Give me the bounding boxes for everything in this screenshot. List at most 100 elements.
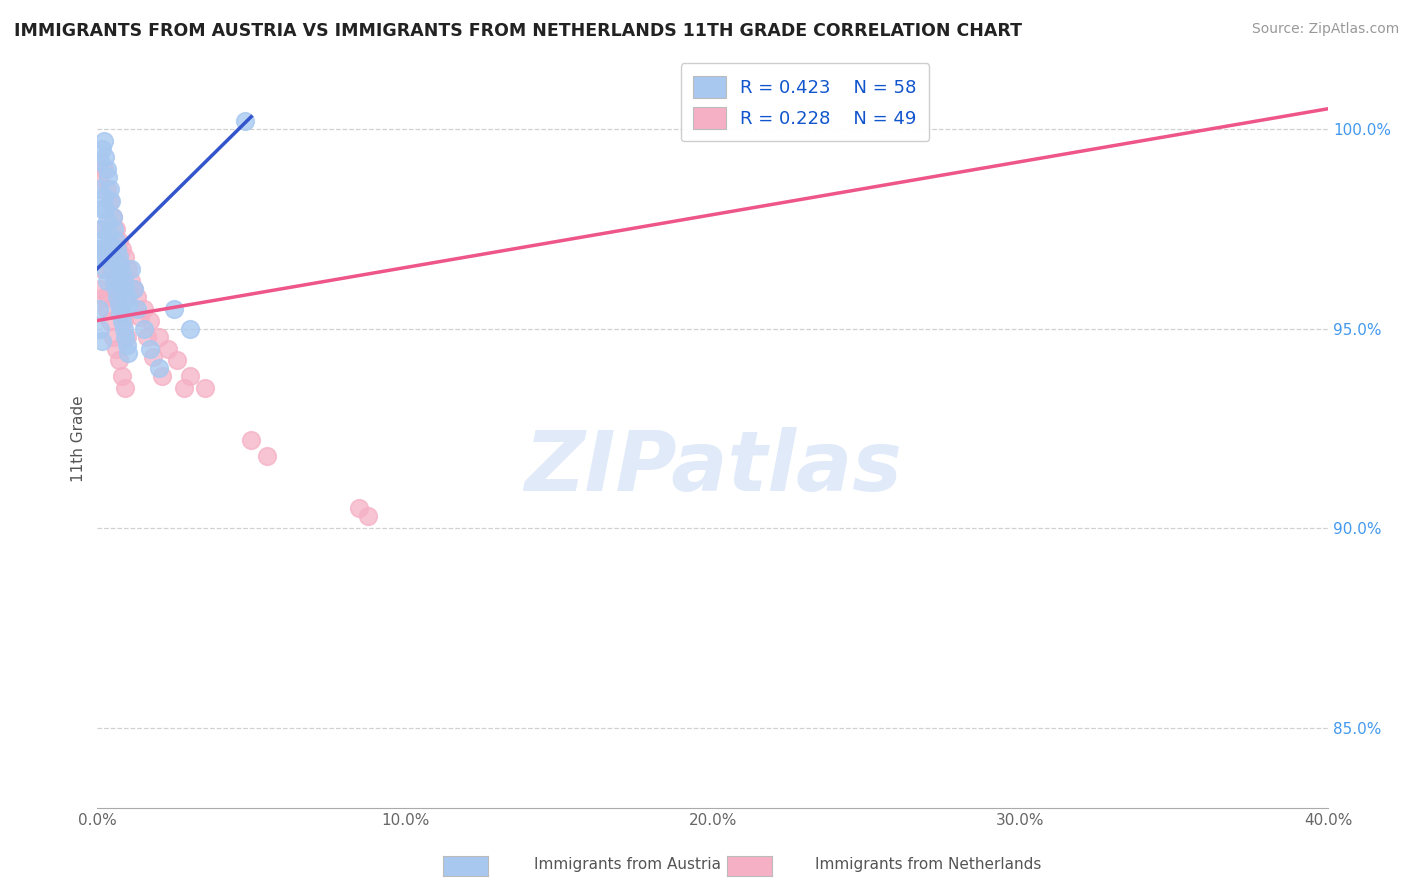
Point: [101, 210, 124, 224]
Text: Immigrants from Austria: Immigrants from Austria: [534, 857, 721, 872]
Point: [114, 250, 136, 264]
Point: [96, 274, 118, 288]
Point: [94, 242, 117, 256]
Point: [89, 221, 111, 235]
Point: [89, 282, 111, 296]
Point: [98, 181, 121, 195]
Point: [347, 501, 370, 516]
Point: [105, 242, 128, 256]
Text: IMMIGRANTS FROM AUSTRIA VS IMMIGRANTS FROM NETHERLANDS 11TH GRADE CORRELATION CH: IMMIGRANTS FROM AUSTRIA VS IMMIGRANTS FR…: [14, 22, 1022, 40]
Point: [93, 189, 115, 203]
Point: [240, 434, 263, 448]
Point: [101, 210, 124, 224]
Point: [120, 274, 142, 288]
Point: [89, 169, 111, 184]
Point: [96, 181, 118, 195]
Point: [256, 450, 278, 464]
Point: [111, 313, 134, 327]
Point: [91, 334, 114, 348]
Point: [127, 301, 149, 316]
Point: [101, 261, 124, 276]
Point: [132, 321, 155, 335]
Point: [91, 261, 114, 276]
Point: [104, 342, 127, 356]
Point: [108, 297, 131, 311]
Point: [114, 282, 136, 296]
Point: [110, 305, 132, 319]
Point: [91, 242, 114, 256]
Point: [94, 261, 117, 276]
Point: [114, 382, 136, 396]
Point: [97, 169, 120, 184]
Point: [120, 261, 142, 276]
Point: [110, 301, 132, 316]
Point: [98, 313, 121, 327]
Point: [104, 234, 127, 248]
Point: [98, 194, 121, 208]
Point: [148, 329, 170, 343]
Point: [150, 369, 173, 384]
Point: [135, 329, 157, 343]
Point: [115, 337, 138, 351]
Point: [94, 150, 117, 164]
Point: [357, 509, 380, 524]
Point: [194, 382, 217, 396]
Legend: R = 0.423    N = 58, R = 0.228    N = 49: R = 0.423 N = 58, R = 0.228 N = 49: [681, 63, 929, 141]
Point: [97, 289, 120, 303]
Point: [111, 266, 134, 280]
Point: [93, 289, 115, 303]
Point: [104, 282, 127, 296]
Point: [112, 321, 135, 335]
Point: [129, 310, 152, 324]
Point: [96, 301, 118, 316]
Point: [87, 250, 110, 264]
Point: [87, 301, 110, 316]
Point: [93, 250, 115, 264]
Point: [108, 250, 131, 264]
Point: [91, 221, 114, 235]
Y-axis label: 11th Grade: 11th Grade: [72, 395, 86, 482]
Point: [93, 161, 115, 176]
Point: [104, 221, 127, 235]
Point: [117, 297, 139, 311]
Point: [111, 242, 134, 256]
Point: [103, 274, 125, 288]
Point: [87, 181, 110, 195]
Point: [105, 289, 128, 303]
Point: [179, 321, 201, 335]
Point: [89, 234, 111, 248]
Point: [233, 113, 256, 128]
Point: [97, 250, 120, 264]
Point: [163, 301, 186, 316]
Point: [117, 345, 139, 359]
Point: [101, 329, 124, 343]
Point: [96, 161, 118, 176]
Point: [100, 261, 122, 276]
Point: [100, 250, 122, 264]
Point: [96, 213, 118, 227]
Point: [124, 282, 146, 296]
Point: [166, 353, 188, 368]
Point: [87, 242, 110, 256]
Point: [138, 342, 160, 356]
Point: [105, 289, 128, 303]
Point: [89, 153, 111, 168]
Point: [97, 226, 120, 240]
Point: [108, 353, 131, 368]
Point: [173, 382, 195, 396]
Text: Immigrants from Netherlands: Immigrants from Netherlands: [815, 857, 1042, 872]
Point: [94, 202, 117, 216]
Point: [124, 282, 146, 296]
Point: [103, 221, 125, 235]
Point: [112, 274, 135, 288]
Text: ZIPatlas: ZIPatlas: [524, 427, 901, 508]
Point: [157, 342, 180, 356]
Point: [138, 313, 160, 327]
Point: [111, 369, 134, 384]
Point: [115, 329, 138, 343]
Point: [91, 142, 114, 156]
Point: [117, 261, 139, 276]
Point: [103, 274, 125, 288]
Point: [115, 289, 138, 303]
Point: [148, 361, 170, 376]
